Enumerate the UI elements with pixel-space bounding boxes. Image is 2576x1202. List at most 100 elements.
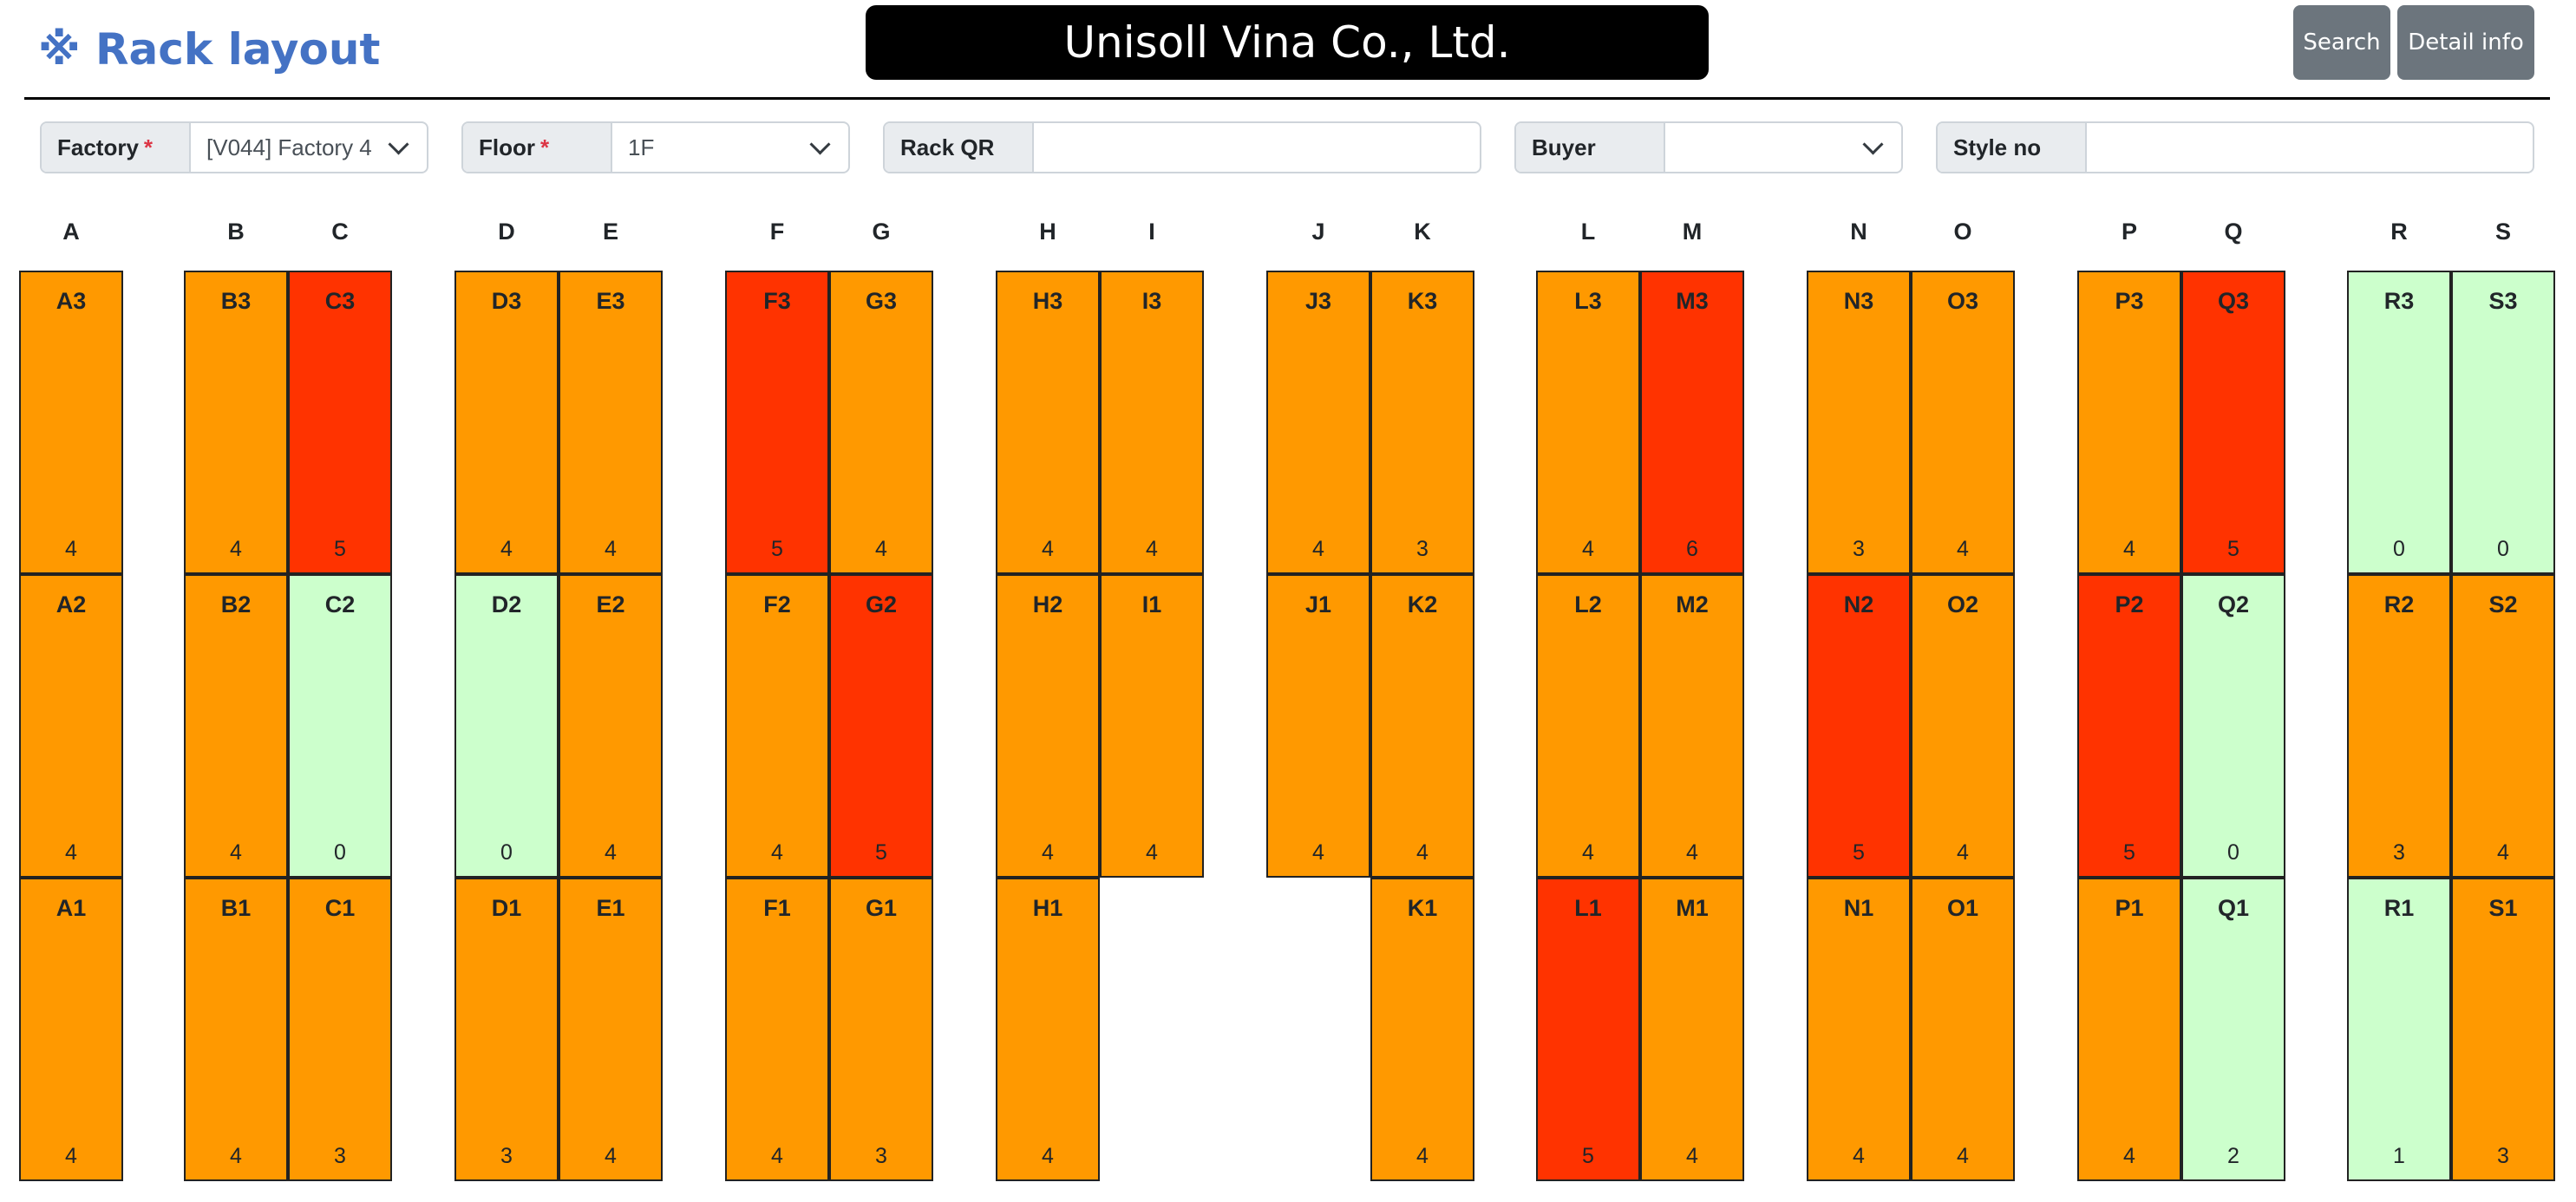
rack-cell-a2[interactable]: A2 4 [19, 574, 123, 878]
rack-cell-h3[interactable]: H3 4 [996, 271, 1100, 574]
rack-cell-label: E2 [596, 591, 625, 617]
rack-cell-o3[interactable]: O3 4 [1911, 271, 2015, 574]
rack-cell-label: O1 [1946, 895, 1979, 921]
rack-cell-label: I1 [1141, 591, 1162, 617]
rack-cell-p1[interactable]: P1 4 [2077, 878, 2181, 1181]
rack-cell-p3[interactable]: P3 4 [2077, 271, 2181, 574]
column-header-l: L [1580, 219, 1596, 245]
column-header-a: A [62, 219, 80, 245]
rack-cell-o1[interactable]: O1 4 [1911, 878, 2015, 1181]
rack-cell-count: 4 [2123, 537, 2135, 561]
rack-cell-label: P1 [2115, 895, 2144, 921]
column-header-k: K [1414, 219, 1431, 245]
rack-cell-g2[interactable]: G2 5 [829, 574, 933, 878]
rack-cell-e3[interactable]: E3 4 [559, 271, 663, 574]
style-no-input[interactable] [2102, 123, 2517, 172]
rack-cell-f2[interactable]: F2 4 [725, 574, 829, 878]
rack-cell-b2[interactable]: B2 4 [184, 574, 288, 878]
detail-info-button[interactable]: Detail info [2397, 5, 2534, 80]
rack-cell-s2[interactable]: S2 4 [2451, 574, 2555, 878]
rack-cell-count: 3 [500, 1144, 513, 1168]
rack-cell-d2[interactable]: D2 0 [454, 574, 559, 878]
rack-cell-b1[interactable]: B1 4 [184, 878, 288, 1181]
rack-cell-count: 4 [230, 840, 242, 865]
rack-cell-g1[interactable]: G1 3 [829, 878, 933, 1181]
rack-cell-count: 4 [1853, 1144, 1865, 1168]
rack-cell-r3[interactable]: R3 0 [2347, 271, 2451, 574]
rack-cell-k1[interactable]: K1 4 [1370, 878, 1474, 1181]
column-header-g: G [872, 219, 891, 245]
rack-cell-b3[interactable]: B3 4 [184, 271, 288, 574]
rack-cell-count: 4 [230, 1144, 242, 1168]
rack-cell-n2[interactable]: N2 5 [1807, 574, 1911, 878]
rack-cell-h2[interactable]: H2 4 [996, 574, 1100, 878]
rack-cell-l3[interactable]: L3 4 [1536, 271, 1640, 574]
rack-cell-c2[interactable]: C2 0 [288, 574, 392, 878]
rack-cell-count: 4 [1686, 840, 1698, 865]
factory-select[interactable]: [V044] Factory 4 [191, 123, 427, 172]
rack-cell-label: H1 [1032, 895, 1063, 921]
rack-cell-s1[interactable]: S1 3 [2451, 878, 2555, 1181]
rack-cell-count: 4 [1146, 840, 1158, 865]
floor-select[interactable]: 1F [612, 123, 848, 172]
rack-cell-k3[interactable]: K3 3 [1370, 271, 1474, 574]
rack-cell-c3[interactable]: C3 5 [288, 271, 392, 574]
rack-cell-label: L3 [1574, 288, 1602, 314]
rack-cell-r2[interactable]: R2 3 [2347, 574, 2451, 878]
rack-cell-label: O3 [1946, 288, 1979, 314]
rack-cell-d1[interactable]: D1 3 [454, 878, 559, 1181]
rack-cell-l2[interactable]: L2 4 [1536, 574, 1640, 878]
rack-cell-f3[interactable]: F3 5 [725, 271, 829, 574]
rack-cell-n1[interactable]: N1 4 [1807, 878, 1911, 1181]
rack-cell-l1[interactable]: L1 5 [1536, 878, 1640, 1181]
rack-cell-j1[interactable]: J1 4 [1266, 574, 1370, 878]
rack-cell-label: R2 [2383, 591, 2415, 617]
rack-qr-field[interactable] [1034, 123, 1480, 172]
rack-cell-d3[interactable]: D3 4 [454, 271, 559, 574]
rack-qr-input[interactable] [1049, 123, 1464, 172]
search-button[interactable]: Search [2293, 5, 2390, 80]
rack-cell-m2[interactable]: M2 4 [1640, 574, 1744, 878]
rack-cell-f1[interactable]: F1 4 [725, 878, 829, 1181]
rack-cell-j3[interactable]: J3 4 [1266, 271, 1370, 574]
rack-cell-s3[interactable]: S3 0 [2451, 271, 2555, 574]
rack-cell-count: 4 [2123, 1144, 2135, 1168]
rack-cell-label: S2 [2488, 591, 2518, 617]
rack-cell-c1[interactable]: C1 3 [288, 878, 392, 1181]
rack-cell-o2[interactable]: O2 4 [1911, 574, 2015, 878]
rack-cell-i3[interactable]: I3 4 [1100, 271, 1204, 574]
rack-cell-e1[interactable]: E1 4 [559, 878, 663, 1181]
style-no-filter: Style no [1936, 121, 2534, 173]
rack-cell-p2[interactable]: P2 5 [2077, 574, 2181, 878]
rack-cell-label: S1 [2488, 895, 2518, 921]
rack-cell-count: 4 [1416, 840, 1429, 865]
rack-cell-count: 3 [2497, 1144, 2509, 1168]
rack-cell-count: 5 [334, 537, 346, 561]
rack-cell-count: 4 [605, 537, 617, 561]
rack-cell-count: 4 [771, 840, 783, 865]
rack-cell-count: 4 [771, 1144, 783, 1168]
rack-cell-count: 4 [1582, 840, 1594, 865]
rack-cell-count: 1 [2393, 1144, 2405, 1168]
rack-cell-m3[interactable]: M3 6 [1640, 271, 1744, 574]
rack-cell-label: A2 [56, 591, 87, 617]
rack-cell-q2[interactable]: Q2 0 [2181, 574, 2285, 878]
rack-cell-k2[interactable]: K2 4 [1370, 574, 1474, 878]
rack-cell-label: R3 [2383, 288, 2415, 314]
rack-qr-label: Rack QR [885, 123, 1034, 172]
rack-cell-m1[interactable]: M1 4 [1640, 878, 1744, 1181]
rack-cell-label: Q3 [2217, 288, 2250, 314]
rack-cell-a3[interactable]: A3 4 [19, 271, 123, 574]
rack-cell-i1[interactable]: I1 4 [1100, 574, 1204, 878]
rack-cell-q1[interactable]: Q1 2 [2181, 878, 2285, 1181]
rack-cell-count: 3 [1853, 537, 1865, 561]
rack-cell-g3[interactable]: G3 4 [829, 271, 933, 574]
rack-cell-n3[interactable]: N3 3 [1807, 271, 1911, 574]
rack-cell-e2[interactable]: E2 4 [559, 574, 663, 878]
buyer-select[interactable] [1665, 123, 1901, 172]
rack-cell-r1[interactable]: R1 1 [2347, 878, 2451, 1181]
rack-cell-q3[interactable]: Q3 5 [2181, 271, 2285, 574]
style-no-field[interactable] [2087, 123, 2533, 172]
rack-cell-a1[interactable]: A1 4 [19, 878, 123, 1181]
rack-cell-h1[interactable]: H1 4 [996, 878, 1100, 1181]
